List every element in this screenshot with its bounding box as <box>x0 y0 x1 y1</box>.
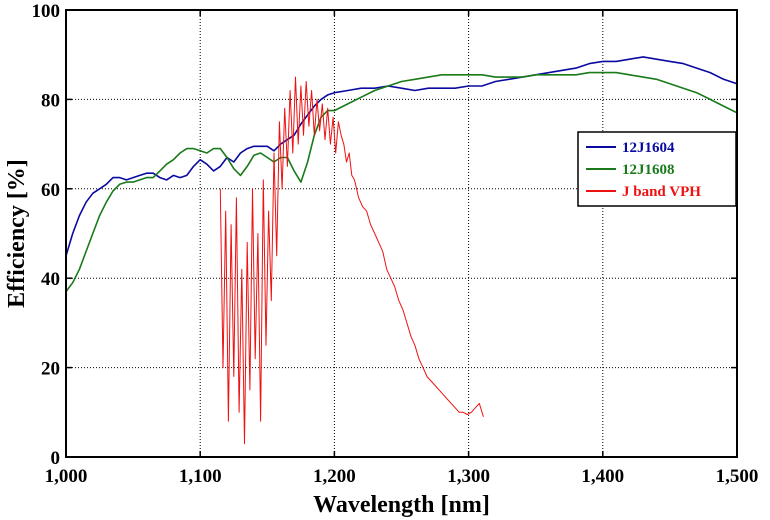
legend-label: 12J1604 <box>622 140 675 156</box>
plot-frame <box>65 9 738 458</box>
x-tick-label: 1,100 <box>179 466 222 487</box>
x-tick-label: 1,500 <box>716 466 759 487</box>
series-layer <box>65 56 738 445</box>
x-tick-label: 1,300 <box>447 466 490 487</box>
series-line-3 <box>219 76 484 445</box>
legend-label: J band VPH <box>622 184 701 200</box>
x-tick-label: 1,200 <box>313 466 356 487</box>
x-tick-label: 1,400 <box>581 466 624 487</box>
x-axis-title: Wavelength [nm] <box>313 492 490 518</box>
y-tick-label: 100 <box>32 1 61 22</box>
y-tick-label: 40 <box>41 269 60 290</box>
y-tick-label: 20 <box>41 359 60 380</box>
y-tick-label: 0 <box>51 448 61 469</box>
x-tick-label: 1,000 <box>45 466 88 487</box>
legend: 12J1604 12J1608 J band VPH <box>577 131 737 207</box>
grid-layer <box>66 10 737 457</box>
series-line-2 <box>65 71 738 293</box>
y-axis-title: Efficiency [%] <box>4 159 30 308</box>
y-tick-label: 60 <box>41 180 60 201</box>
series-line-1 <box>65 56 738 257</box>
tick-layer: 1,000 1,100 1,200 1,300 1,400 1,500 0 20 40 60 80 1… <box>32 1 759 487</box>
y-tick-label: 80 <box>41 90 60 111</box>
legend-label: 12J1608 <box>622 162 675 178</box>
